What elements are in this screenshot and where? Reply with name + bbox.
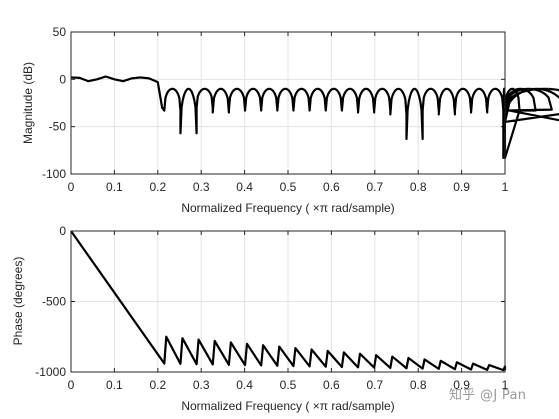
- magnitude-xtick-label: 0.9: [453, 180, 470, 194]
- phase-xtick-label: 0.4: [236, 378, 253, 392]
- phase-grid: [71, 231, 505, 372]
- magnitude-xtick-label: 1: [502, 180, 509, 194]
- magnitude-xtick-label: 0: [68, 180, 75, 194]
- magnitude-xlabel: Normalized Frequency ( ×π rad/sample): [181, 201, 394, 215]
- phase-ytick-label: -500: [42, 295, 66, 309]
- phase-ytick-label: -1000: [35, 365, 66, 379]
- magnitude-ytick-label: -100: [42, 167, 66, 181]
- magnitude-response-line: [70, 75, 559, 160]
- phase-xtick-label: 1: [502, 378, 509, 392]
- phase-xtick-label: 0.7: [366, 378, 383, 392]
- magnitude-xtick-label: 0.8: [410, 180, 427, 194]
- magnitude-grid: [71, 32, 505, 174]
- phase-xlabel: Normalized Frequency ( ×π rad/sample): [181, 399, 394, 413]
- phase-xtick-label: 0.8: [410, 378, 427, 392]
- watermark: 知乎 @J Pan: [449, 388, 527, 403]
- phase-ytick-label: 0: [59, 224, 66, 238]
- magnitude-ylabel: Magnitude (dB): [21, 62, 35, 144]
- phase-axes-frame: [70, 230, 506, 373]
- phase-response-line: [70, 230, 507, 372]
- magnitude-xtick-label: 0.7: [366, 180, 383, 194]
- magnitude-ytick-label: 0: [59, 72, 66, 86]
- phase-xtick-label: 0: [68, 378, 75, 392]
- phase-xtick-label: 0.3: [193, 378, 210, 392]
- magnitude-axes-frame: [70, 31, 506, 175]
- magnitude-ytick-label: -50: [49, 120, 67, 134]
- magnitude-ticks: 0 0.1 0.2 0.3 0.4 0.5 0.6 0.7 0.8 0.9 1 50 0 -50 -100: [42, 25, 509, 194]
- phase-xtick-label: 0.1: [106, 378, 123, 392]
- magnitude-xtick-label: 0.3: [193, 180, 210, 194]
- magnitude-xtick-label: 0.5: [280, 180, 297, 194]
- magnitude-xtick-label: 0.2: [149, 180, 166, 194]
- magnitude-plot: 0 0.1 0.2 0.3 0.4 0.5 0.6 0.7 0.8 0.9 1500-50-100 …: [21, 25, 559, 215]
- phase-plot: 0 0.1 0.2 0.3 0.4 0.5 0.6 0.7 0.8 0.9 10-500-1000 …: [11, 224, 509, 413]
- magnitude-xtick-label: 0.4: [236, 180, 253, 194]
- phase-xtick-label: 0.6: [323, 378, 340, 392]
- magnitude-xtick-label: 0.1: [106, 180, 123, 194]
- phase-ylabel: Phase (degrees): [11, 257, 25, 346]
- phase-xtick-label: 0.5: [280, 378, 297, 392]
- phase-xtick-label: 0.2: [149, 378, 166, 392]
- magnitude-ytick-label: 50: [53, 25, 67, 39]
- phase-xtick-label: 0.9: [453, 378, 470, 392]
- magnitude-xtick-label: 0.6: [323, 180, 340, 194]
